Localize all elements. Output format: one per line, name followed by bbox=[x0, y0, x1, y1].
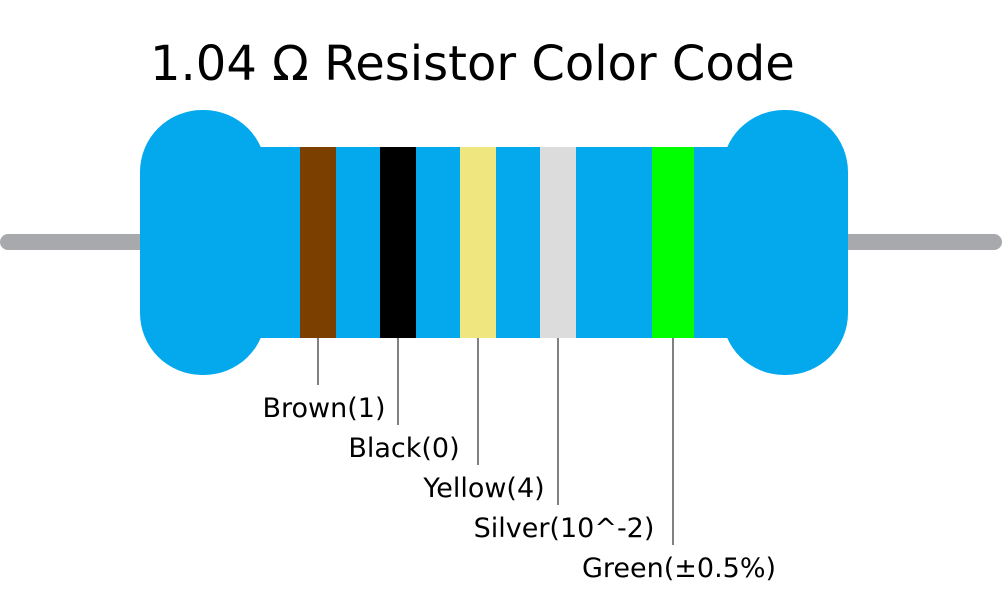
band-label: Black(0) bbox=[348, 433, 459, 464]
band-label: Yellow(4) bbox=[422, 473, 544, 504]
color-band bbox=[380, 147, 416, 338]
color-band bbox=[652, 147, 694, 338]
color-band bbox=[300, 147, 336, 338]
color-band bbox=[460, 147, 496, 338]
band-label: Silver(10^-2) bbox=[474, 513, 655, 544]
color-band bbox=[540, 147, 576, 338]
band-label: Brown(1) bbox=[263, 393, 386, 424]
band-label: Green(±0.5%) bbox=[582, 553, 776, 584]
resistor-end bbox=[140, 110, 266, 375]
bands: Brown(1) Black(0) Yellow(4) Silver(10^-2) Gr… bbox=[263, 147, 776, 584]
title: 1.04 Ω Resistor Color Code bbox=[150, 36, 795, 92]
resistor-end bbox=[722, 110, 848, 375]
